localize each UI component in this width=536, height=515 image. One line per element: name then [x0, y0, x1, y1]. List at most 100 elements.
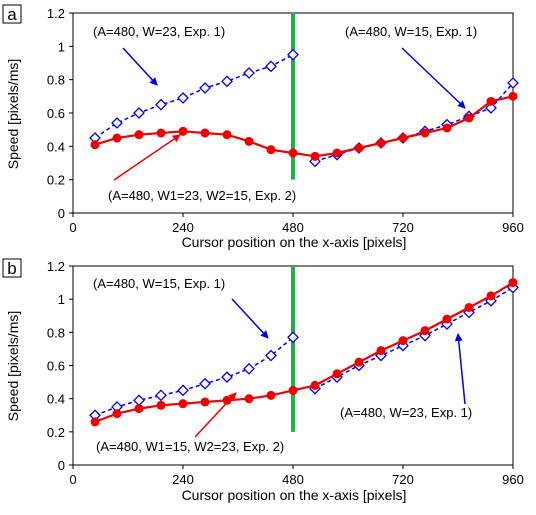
data-point-circle: [332, 148, 342, 158]
annotation-text-exp2: (A=480, W1=15, W2=23, Exp. 2): [96, 439, 284, 454]
data-point-circle: [156, 400, 166, 410]
annotation-arrow-exp1-w23: [122, 47, 158, 86]
y-tick-label: 0.2: [47, 425, 65, 440]
data-point-circle: [288, 385, 298, 395]
data-point-diamond: [155, 389, 167, 402]
data-point-circle: [134, 404, 144, 414]
annotation-arrow-exp1-w23: [454, 333, 466, 405]
annotation-text-exp1-w15: (A=480, W=15, Exp. 1): [93, 276, 225, 291]
data-point-diamond: [221, 371, 233, 384]
panel-b: b Speed [pixels/ms] Cursor position on t…: [2, 258, 524, 503]
data-point-circle: [354, 357, 364, 367]
y-tick-label: 1.2: [47, 6, 65, 21]
data-point-circle: [112, 409, 122, 419]
series-line-exp2: [94, 281, 514, 423]
x-tick-label: 240: [172, 472, 194, 487]
y-tick-label: 1: [58, 292, 65, 307]
data-point-diamond: [243, 362, 255, 375]
data-point-diamond: [199, 377, 211, 390]
data-point-circle: [508, 91, 518, 101]
data-point-circle: [508, 278, 518, 288]
data-point-circle: [222, 130, 232, 140]
y-tick-label: 0: [58, 458, 65, 473]
plot-layer: 0 0.2 0.4 0.6 0.8 1 1.2 0 240 480 720 960: [47, 6, 524, 235]
data-point-diamond: [507, 77, 519, 89]
annotation-arrow-exp1-w15: [231, 298, 269, 339]
data-point-circle: [200, 128, 210, 138]
annotation-text-exp1-w23: (A=480, W=23, Exp. 1): [93, 24, 225, 39]
annotation-text-exp2: (A=480, W1=23, W2=15, Exp. 2): [108, 188, 296, 203]
data-point-diamond: [287, 48, 299, 61]
data-point-circle: [178, 399, 188, 409]
y-tick-label: 1: [58, 39, 65, 54]
y-axis-label: Speed [pixels/ms]: [5, 311, 21, 422]
data-point-diamond: [133, 107, 145, 119]
data-point-diamond: [221, 75, 233, 88]
data-point-circle: [244, 394, 254, 404]
data-point-circle: [266, 145, 276, 155]
x-tick-label: 0: [69, 220, 76, 235]
data-point-circle: [112, 133, 122, 143]
series-line-exp1: [94, 54, 294, 139]
data-point-circle: [156, 128, 166, 138]
annotation-arrow-exp2: [113, 134, 181, 181]
data-point-circle: [310, 151, 320, 161]
data-point-diamond: [485, 102, 497, 114]
x-tick-label: 720: [392, 472, 414, 487]
data-point-circle: [376, 346, 386, 356]
series-line-exp1: [314, 82, 514, 163]
data-point-diamond: [287, 331, 299, 344]
y-tick-label: 0.8: [47, 325, 65, 340]
data-point-diamond: [177, 384, 189, 397]
annotation-text-exp1-w15: (A=480, W=15, Exp. 1): [345, 24, 477, 39]
y-axis-label: Speed [pixels/ms]: [5, 59, 21, 170]
y-tick-label: 0.4: [47, 139, 65, 154]
y-tick-label: 0.2: [47, 173, 65, 188]
annotation-group: (A=480, W=15, Exp. 1) (A=480, W=23, Exp.…: [93, 276, 472, 454]
data-point-circle: [90, 417, 100, 427]
annotation-group: (A=480, W=23, Exp. 1) (A=480, W=15, Exp.…: [93, 24, 477, 203]
data-point-circle: [442, 314, 452, 324]
panel-label: b: [7, 259, 16, 278]
annotation-text-exp1-w23: (A=480, W=23, Exp. 1): [340, 405, 472, 420]
panel-label-box: [2, 4, 22, 24]
data-point-circle: [332, 369, 342, 379]
data-point-diamond: [133, 394, 145, 407]
panel-a: a Speed [pixels/ms] Cursor position on t…: [2, 4, 524, 250]
y-tick-label: 0.8: [47, 73, 65, 88]
data-point-circle: [244, 136, 254, 146]
data-point-circle: [288, 148, 298, 158]
data-point-circle: [90, 140, 100, 150]
x-tick-label: 240: [172, 220, 194, 235]
data-point-diamond: [177, 92, 189, 104]
data-point-circle: [266, 390, 276, 400]
x-tick-label: 960: [502, 220, 524, 235]
data-point-circle: [178, 126, 188, 136]
plot-layer: 0 0.2 0.4 0.6 0.8 1 1.2 0 240 480 720 960: [47, 259, 524, 487]
data-point-circle: [354, 143, 364, 153]
data-point-circle: [200, 397, 210, 407]
panel-label: a: [7, 5, 17, 24]
data-point-diamond: [155, 98, 167, 111]
data-point-circle: [310, 380, 320, 390]
y-tick-label: 0.6: [47, 106, 65, 121]
data-point-circle: [398, 336, 408, 346]
data-point-circle: [420, 128, 430, 138]
x-axis-label: Cursor position on the x-axis [pixels]: [182, 234, 407, 250]
x-tick-label: 480: [282, 472, 304, 487]
x-tick-label: 960: [502, 472, 524, 487]
y-tick-label: 0.6: [47, 359, 65, 374]
data-point-circle: [464, 302, 474, 312]
y-tick-label: 1.2: [47, 259, 65, 274]
data-point-diamond: [265, 60, 277, 73]
x-tick-label: 0: [69, 472, 76, 487]
data-point-circle: [464, 113, 474, 123]
data-point-circle: [398, 133, 408, 143]
annotation-arrow-exp1-w15: [401, 47, 466, 109]
y-tick-label: 0.4: [47, 392, 65, 407]
x-tick-label: 480: [282, 220, 304, 235]
x-axis-label: Cursor position on the x-axis [pixels]: [182, 487, 407, 503]
data-point-diamond: [243, 67, 255, 79]
